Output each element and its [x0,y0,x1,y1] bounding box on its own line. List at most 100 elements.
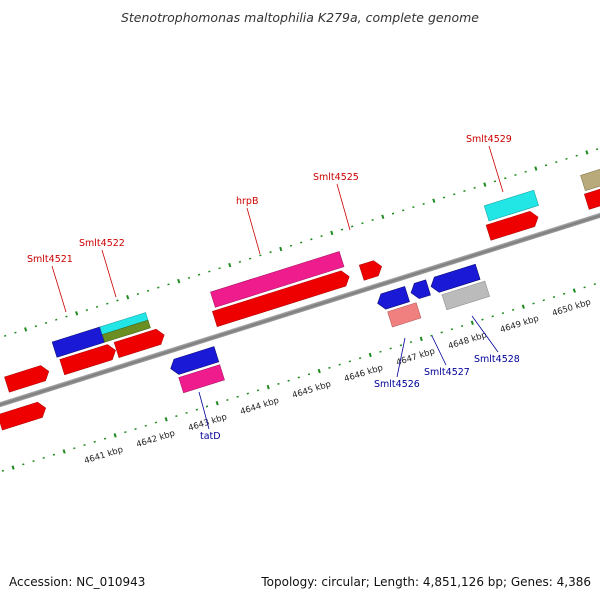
tick-mark [175,415,178,418]
tick-mark [236,395,239,398]
gene-feature-blue-Smlt4526[interactable] [375,286,410,311]
reverse-strand-tick-track [1,283,596,472]
tick-mark [297,376,301,379]
gene-feature-red-hrpB[interactable] [212,269,351,327]
tick-mark [463,190,466,193]
gene-label[interactable]: Smlt4525 [313,172,359,183]
tick-mark [208,270,211,273]
tick-mark [544,164,548,167]
gene-feature-red[interactable] [4,364,51,393]
gene-feature-red[interactable] [485,209,540,241]
tick-mark [419,336,423,342]
callout-line [431,335,447,366]
gene-label[interactable]: tatD [200,431,221,442]
tick-mark [338,363,341,366]
tick-mark [14,331,17,334]
tick-mark [55,318,58,321]
tick-mark [534,166,538,171]
scale-label: 4650 kbp [551,297,592,319]
callout-line [246,207,261,255]
tick-mark [32,460,35,463]
tick-mark [320,235,323,238]
gene-feature-gray[interactable] [441,280,490,311]
tick-mark [532,302,535,305]
tick-mark [481,318,484,321]
gene-feature-red[interactable] [59,343,118,376]
tick-mark [552,296,556,299]
tick-mark [330,230,334,236]
tick-mark [348,360,352,363]
tick-mark [389,347,392,350]
tick-mark [299,241,303,244]
tick-mark [116,299,119,302]
scale-label: 4645 kbp [291,379,332,401]
gene-label[interactable]: Smlt4527 [424,367,470,378]
tick-mark [402,209,405,212]
callout-line [51,265,67,313]
callout-line [198,391,210,430]
tick-mark [583,286,586,289]
tick-mark [95,305,99,308]
tick-mark [146,289,150,292]
gene-feature-red[interactable] [358,259,384,281]
tick-mark [24,327,28,332]
callout-line [336,183,351,231]
tick-mark [136,292,140,296]
tick-mark [164,417,168,422]
tick-mark [585,150,589,155]
gene-label[interactable]: Smlt4529 [466,134,512,145]
tick-mark [83,444,86,447]
scale-label: 4644 kbp [239,396,280,418]
gene-feature-pink-tatD[interactable] [178,364,225,394]
callout-line [396,337,406,378]
tick-mark [440,331,443,334]
tick-mark [44,321,48,324]
gene-label[interactable]: hrpB [236,196,258,207]
tick-mark [187,276,191,279]
scale-label: 4642 kbp [135,429,176,451]
tick-mark [246,392,249,395]
gene-feature-blue-Smlt4528[interactable] [429,263,481,294]
tick-mark [307,373,311,376]
tick-mark [259,254,262,257]
gene-feature-pink-hrpB[interactable] [210,251,345,308]
callout-line [471,315,499,353]
tick-mark [409,341,413,344]
tick-mark [381,214,385,219]
gene-feature-blue-Smlt4527[interactable] [409,279,431,301]
genome-backbone [0,199,600,421]
gene-feature-khaki[interactable] [580,165,600,191]
gene-feature-cyan-Smlt4529[interactable] [483,189,539,222]
gene-feature-red[interactable] [584,182,600,210]
gene-feature-olive[interactable] [101,319,151,343]
gene-feature-salmon[interactable] [387,302,422,328]
tick-mark [504,177,507,180]
gene-label[interactable]: Smlt4526 [374,379,420,390]
gene-feature-red[interactable] [113,327,166,358]
tick-mark [511,308,515,311]
gene-label[interactable]: Smlt4528 [474,354,520,365]
tick-mark [65,315,68,318]
tick-mark [491,315,494,318]
tick-mark [289,244,293,247]
tick-mark [75,311,79,316]
tick-mark [432,198,436,203]
tick-mark [562,292,566,295]
gene-feature-red[interactable] [0,400,48,431]
tick-mark [4,334,7,337]
tick-mark [113,433,117,438]
scale-label: 4649 kbp [499,314,540,336]
tick-mark [351,225,354,228]
tick-mark [226,398,229,402]
tick-mark [93,440,96,443]
tick-mark [493,180,497,183]
gene-feature-blue[interactable] [168,346,220,377]
gene-label[interactable]: Smlt4521 [27,254,73,265]
gene-label[interactable]: Smlt4522 [79,238,125,249]
callout-line [101,249,117,298]
tick-mark [157,286,160,289]
tick-mark [340,228,344,231]
tick-mark [317,368,321,374]
